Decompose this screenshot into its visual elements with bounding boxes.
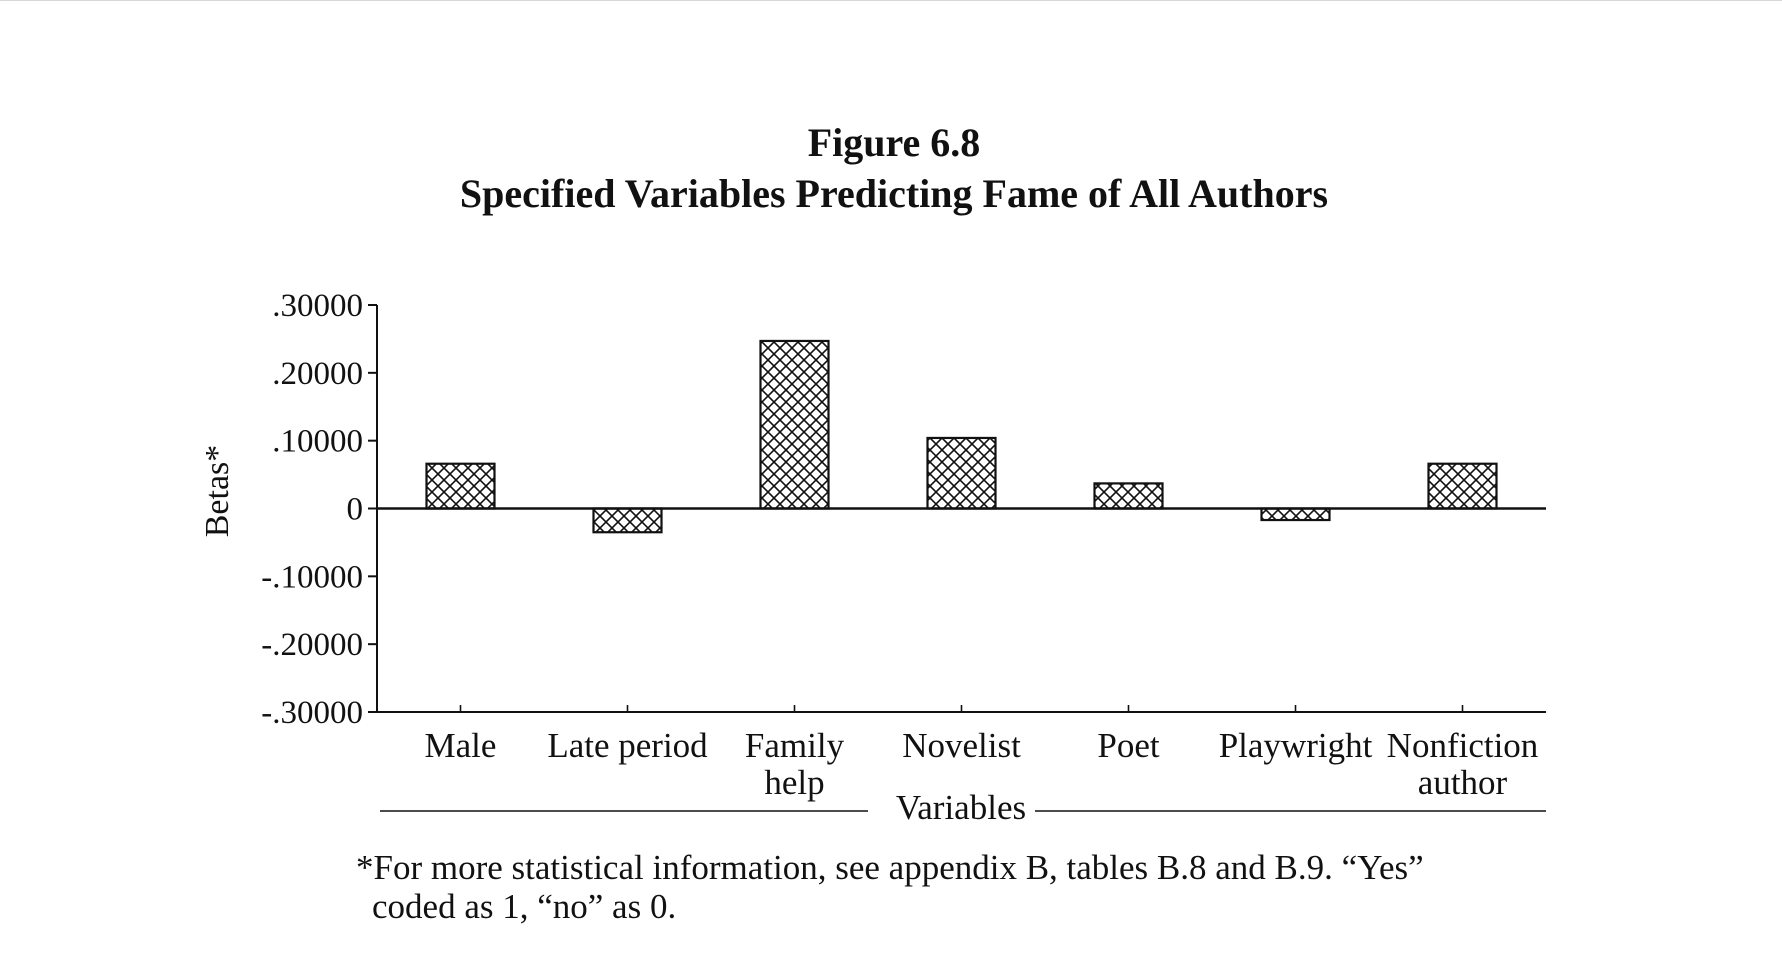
- bar: [1093, 482, 1164, 510]
- bar: [926, 436, 997, 510]
- x-tick-label: Playwright: [1219, 726, 1373, 765]
- footnote: *For more statistical information, see a…: [356, 848, 1536, 926]
- y-tick-label: -.30000: [261, 695, 363, 731]
- bar: [1260, 507, 1331, 522]
- x-tick-label: Novelist: [902, 726, 1021, 765]
- x-axis-label: Variables: [896, 788, 1026, 827]
- bar: [592, 507, 663, 534]
- bars: [425, 339, 1498, 534]
- y-tick-label: .10000: [272, 424, 363, 460]
- x-tick-label: Late period: [547, 726, 708, 765]
- y-tick-label: .20000: [272, 356, 363, 392]
- y-tick-label: -.10000: [261, 559, 363, 595]
- x-tick-label: Poet: [1097, 726, 1160, 765]
- x-tick-label: Family help: [745, 726, 845, 802]
- page-top-rule: [0, 0, 1782, 1]
- y-tick-label: .30000: [272, 288, 363, 324]
- bar: [759, 339, 830, 510]
- footnote-line-2: coded as 1, “no” as 0.: [372, 887, 677, 926]
- y-tick-label: 0: [347, 492, 364, 528]
- y-axis-label: Betas*: [199, 445, 236, 538]
- y-tick-label: -.20000: [261, 627, 363, 663]
- bar: [1427, 462, 1498, 510]
- figure-number: Figure 6.8: [808, 120, 981, 165]
- bar: [425, 462, 496, 510]
- chart-title: Specified Variables Predicting Fame of A…: [460, 171, 1328, 216]
- x-tick-label: Nonfiction author: [1387, 726, 1539, 802]
- y-axis: .30000 .20000 .10000 0 -.10000 -.20000 -.30000: [261, 288, 378, 731]
- x-axis: Male Late period Family help Novelist Poet Pla…: [377, 507, 1546, 802]
- x-tick-label: Male: [425, 726, 497, 765]
- footnote-line-1: *For more statistical information, see a…: [356, 848, 1424, 887]
